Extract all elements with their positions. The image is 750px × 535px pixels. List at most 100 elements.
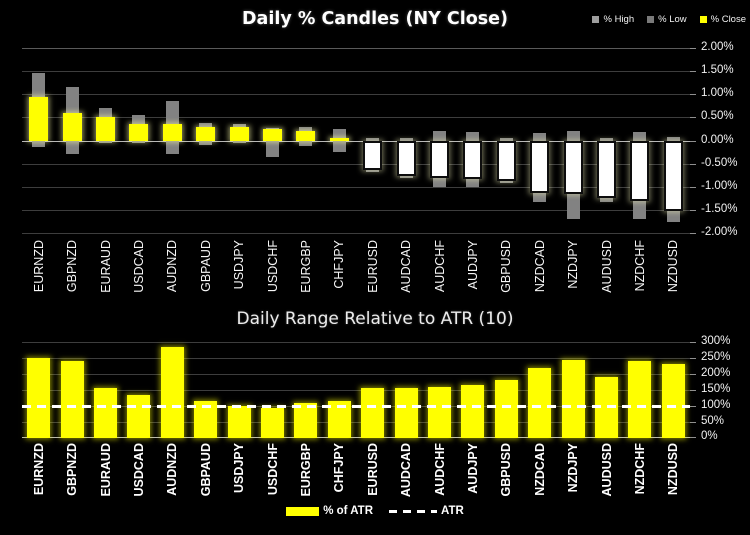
- axis-tick: [690, 422, 696, 423]
- x-axis-label: USDJPY: [232, 443, 247, 494]
- atr-bar: [194, 401, 218, 438]
- x-axis-label: EURAUD: [98, 443, 113, 497]
- axis-tick: [690, 209, 696, 211]
- axis-tick: [690, 390, 696, 391]
- legend-item: % Low: [647, 14, 687, 25]
- x-axis-label: NZDUSD: [666, 443, 681, 496]
- gridline: [22, 342, 690, 343]
- x-axis-label: EURNZD: [31, 443, 46, 496]
- axis-tick: [690, 186, 696, 188]
- candle-body-negative: [630, 140, 650, 201]
- legend-item: % High: [592, 14, 634, 25]
- gridline: [22, 422, 690, 423]
- atr-bar: [461, 385, 485, 438]
- legend-label: % Low: [658, 14, 687, 25]
- gridline: [22, 358, 690, 359]
- y-axis-label: 150%: [701, 383, 731, 395]
- gridline: [22, 437, 690, 438]
- atr-reference-line: [22, 404, 690, 408]
- atr-bar: [361, 388, 385, 438]
- atr-dashed-line-marker: [389, 509, 438, 513]
- x-axis-label: USDCHF: [265, 443, 280, 496]
- x-axis-label: NZDCHF: [632, 443, 647, 495]
- y-axis-label: 200%: [701, 367, 731, 379]
- gridline: [22, 374, 690, 375]
- y-axis-label: 1.50%: [701, 64, 734, 77]
- atr-bar: [394, 388, 418, 438]
- x-axis-label: EURNZD: [31, 240, 46, 293]
- candle-body-positive: [96, 117, 115, 141]
- gridline: [22, 233, 690, 234]
- atr-bar: [27, 358, 51, 438]
- x-axis-label: NZDUSD: [666, 240, 681, 293]
- legend-swatch: [647, 16, 655, 23]
- gridline: [22, 163, 690, 165]
- x-axis-label: GBPAUD: [198, 240, 213, 292]
- x-axis-label: NZDCAD: [532, 240, 547, 293]
- axis-tick: [690, 437, 696, 438]
- x-axis-label: AUDNZD: [165, 443, 180, 496]
- atr-bar: [528, 367, 552, 438]
- candle-body-positive: [296, 131, 316, 141]
- axis-tick: [690, 71, 696, 73]
- candle-body-negative: [463, 140, 483, 180]
- x-axis-label: GBPUSD: [499, 443, 514, 497]
- atr-bar: [661, 364, 685, 438]
- atr-chart-title: Daily Range Relative to ATR (10): [236, 309, 514, 329]
- x-axis-label: NZDCHF: [632, 240, 647, 292]
- x-axis-label: EURUSD: [365, 443, 380, 496]
- candle-body-negative: [496, 140, 516, 182]
- x-axis-label: AUDCHF: [432, 443, 447, 496]
- atr-bar: [494, 380, 518, 438]
- y-axis-label: 100%: [701, 399, 731, 411]
- axis-tick: [690, 374, 696, 375]
- atr-bar: [261, 407, 284, 438]
- y-axis-label: -1.50%: [701, 202, 738, 215]
- atr-bar: [294, 402, 318, 438]
- axis-tick: [690, 117, 696, 119]
- gridline: [22, 48, 690, 49]
- legend-swatch: [699, 16, 707, 23]
- atr-bar: [561, 359, 585, 438]
- x-axis-label: EURAUD: [98, 240, 113, 293]
- axis-tick: [690, 48, 696, 49]
- legend-label: % Close: [710, 14, 746, 25]
- atr-bar: [60, 361, 84, 438]
- candle-body-negative: [663, 140, 683, 211]
- gridline: [22, 186, 690, 188]
- atr-bar: [160, 346, 184, 438]
- x-axis-label: USDCAD: [131, 240, 146, 293]
- x-axis-label: USDCHF: [265, 240, 280, 293]
- candle-body-positive: [196, 126, 216, 141]
- candle-body-positive: [62, 112, 82, 141]
- legend-swatch: [592, 16, 600, 23]
- x-axis-label: NZDCAD: [532, 443, 547, 496]
- x-axis-label: USDJPY: [232, 240, 247, 290]
- x-axis-label: AUDJPY: [465, 443, 480, 494]
- y-axis-label: 0.00%: [701, 133, 734, 146]
- legend-label: % High: [603, 14, 635, 25]
- x-axis-label: GBPUSD: [499, 240, 514, 293]
- legend-item: % of ATR: [286, 505, 373, 517]
- y-axis-label: 0.50%: [701, 110, 734, 123]
- x-axis-label: AUDJPY: [465, 240, 480, 290]
- candle-body-positive: [263, 128, 282, 141]
- candles-chart-legend: % High % Low % Close: [592, 14, 746, 25]
- x-axis-label: AUDUSD: [599, 443, 614, 497]
- gridline: [22, 140, 690, 142]
- x-axis-label: NZDJPY: [566, 443, 581, 493]
- y-axis-label: -0.50%: [701, 156, 738, 169]
- legend-item: ATR: [389, 505, 464, 517]
- axis-tick: [690, 94, 696, 96]
- atr-bar: [628, 361, 652, 438]
- x-axis-label: AUDUSD: [599, 240, 614, 293]
- x-axis-label: AUDCAD: [399, 240, 414, 293]
- x-axis-label: CHFJPY: [332, 240, 347, 289]
- candles-plot-area: 2.00% 1.50% 1.00% 0.50% 0.00% -0.50% -1.00% -1.…: [22, 41, 737, 238]
- candle-body-negative: [563, 140, 583, 194]
- axis-tick: [690, 140, 696, 142]
- y-axis-label: 1.00%: [701, 87, 734, 100]
- candles-chart-title: Daily % Candles (NY Close): [241, 9, 509, 29]
- gridline: [22, 117, 690, 119]
- x-axis-label: GBPNZD: [65, 240, 80, 293]
